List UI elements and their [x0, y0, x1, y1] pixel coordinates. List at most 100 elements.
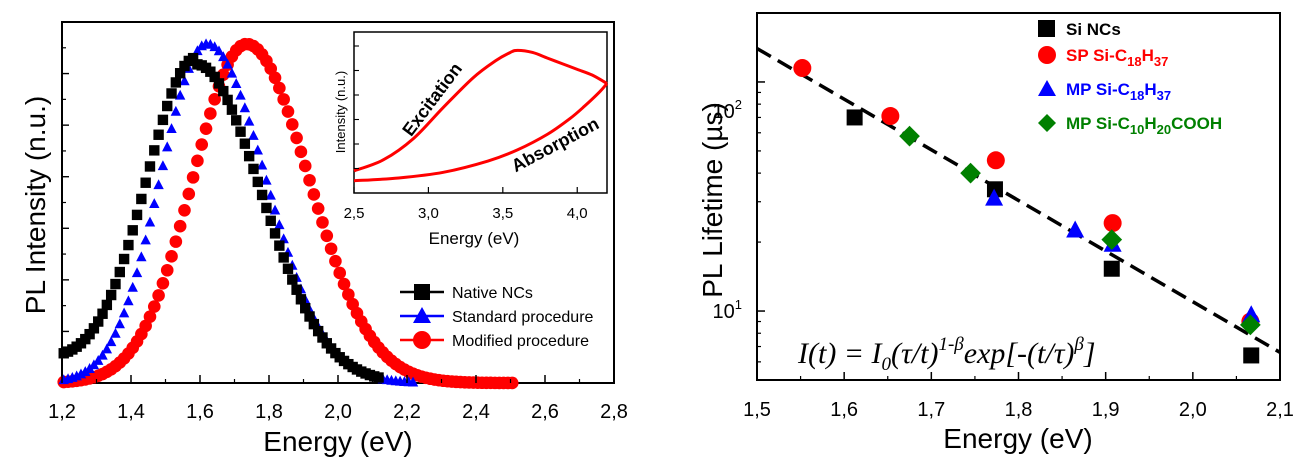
data-point — [216, 68, 230, 81]
data-point — [118, 307, 130, 318]
series-square — [846, 109, 1260, 364]
data-point — [320, 229, 334, 243]
data-point — [169, 235, 183, 248]
data-point — [337, 277, 351, 291]
data-point — [204, 107, 217, 120]
data-point — [153, 129, 164, 140]
data-point — [186, 171, 200, 184]
data-point — [93, 316, 104, 327]
data-point — [846, 109, 863, 126]
data-point — [179, 75, 190, 86]
x-tick-label: 1,7 — [917, 399, 945, 421]
inset-x-tick-label: 3,0 — [418, 205, 439, 222]
data-point — [985, 188, 1004, 206]
data-point — [329, 254, 342, 268]
data-point — [174, 89, 186, 100]
data-point — [239, 102, 251, 113]
legend-marker-square — [414, 284, 430, 300]
legend-marker-square — [1038, 20, 1055, 37]
inset-x-tick-label: 2,5 — [344, 205, 365, 222]
data-point — [312, 325, 324, 337]
data-point — [213, 45, 225, 56]
data-point — [105, 336, 117, 347]
left-chart: 1,2 1,4 1,6 1,8 2,0 2,2 2,4 2,6 2,8 Energy (eV) … — [20, 21, 628, 457]
data-point — [93, 354, 104, 365]
data-point — [282, 263, 294, 274]
data-point — [187, 52, 199, 64]
data-point — [114, 266, 125, 278]
data-point — [127, 281, 138, 292]
data-point — [178, 203, 191, 217]
legend-item-mp-c18h37: MP Si-C18H37 — [1038, 80, 1171, 103]
data-point — [269, 228, 281, 239]
right-chart: 1,5 1,6 1,7 1,8 1,9 2,0 2,1 101 102 Energy (eV… — [697, 12, 1293, 454]
x-tick-label: 1,5 — [743, 399, 771, 421]
data-point — [165, 250, 178, 263]
data-point — [317, 332, 328, 343]
right-y-axis-label: PL Lifetime (µs) — [697, 102, 728, 298]
left-y-ticks — [62, 21, 69, 358]
right-x-axis-label: Energy (eV) — [943, 423, 1092, 454]
data-point — [235, 126, 246, 137]
data-point — [1066, 220, 1085, 238]
data-point — [261, 174, 272, 185]
data-point — [101, 299, 113, 311]
data-point — [308, 318, 320, 330]
data-point — [294, 145, 308, 159]
legend-label: Native NCs — [452, 285, 533, 302]
data-point — [195, 138, 209, 151]
data-point — [166, 88, 177, 99]
data-point — [222, 58, 233, 69]
data-point — [1242, 305, 1261, 323]
data-point — [170, 77, 182, 88]
legend-item-standard: Standard procedure — [400, 307, 594, 326]
data-point — [170, 105, 182, 116]
data-point — [231, 115, 242, 126]
data-point — [304, 311, 315, 322]
data-point — [149, 145, 160, 156]
data-point — [123, 239, 134, 251]
inset-y-axis-label: Intensity (n.u.) — [333, 71, 348, 153]
data-point — [273, 81, 286, 95]
data-point — [222, 94, 233, 106]
x-tick-label: 2,1 — [1266, 399, 1293, 421]
data-point — [252, 176, 263, 188]
data-point — [156, 277, 170, 290]
data-point — [899, 125, 920, 147]
data-point — [307, 188, 321, 201]
legend-label: MP Si-C10H20COOH — [1066, 114, 1222, 137]
data-point — [287, 274, 298, 285]
legend-marker-circle — [413, 331, 431, 349]
series-diamond — [899, 125, 1261, 336]
data-point — [110, 327, 121, 338]
data-point — [162, 141, 173, 152]
right-x-ticks: 1,5 1,6 1,7 1,8 1,9 2,0 2,1 — [743, 372, 1293, 421]
legend-marker-triangle — [413, 307, 431, 323]
data-point — [157, 114, 169, 126]
legend-marker-diamond — [1038, 114, 1056, 132]
data-point — [295, 294, 307, 305]
data-point — [248, 163, 259, 175]
inset-x-tick-label: 4,0 — [567, 205, 588, 222]
data-point — [84, 328, 95, 340]
x-tick-label: 1,6 — [186, 401, 214, 423]
y-tick-label-100: 102 — [713, 97, 742, 123]
data-point — [127, 225, 138, 236]
data-point — [105, 289, 117, 301]
data-point — [160, 263, 174, 277]
legend-item-native: Native NCs — [400, 284, 533, 302]
data-point — [277, 93, 290, 106]
data-point — [256, 159, 268, 170]
data-point — [269, 204, 281, 215]
data-point — [199, 122, 213, 135]
data-point — [80, 366, 91, 376]
data-point — [166, 123, 177, 134]
data-point — [324, 242, 338, 256]
x-tick-label: 1,4 — [117, 401, 145, 423]
data-point — [265, 189, 276, 200]
data-point — [174, 68, 186, 79]
data-point — [274, 240, 285, 251]
data-point — [218, 51, 229, 62]
y-tick-label-10: 101 — [713, 297, 742, 323]
